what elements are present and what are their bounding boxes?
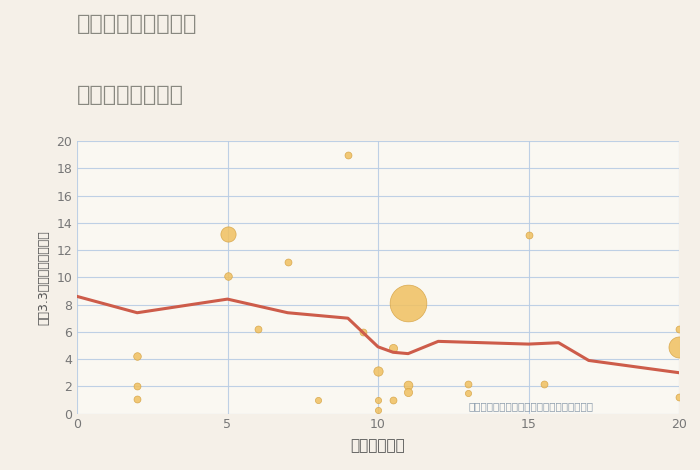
- Point: [372, 396, 384, 404]
- Text: 円の大きさは、取引のあった物件面積を示す: 円の大きさは、取引のあった物件面積を示す: [468, 401, 594, 411]
- Point: [402, 299, 414, 307]
- Point: [282, 258, 293, 266]
- Point: [222, 230, 233, 237]
- Point: [342, 151, 354, 158]
- Point: [372, 406, 384, 413]
- Point: [402, 388, 414, 396]
- Point: [222, 272, 233, 280]
- Point: [252, 325, 263, 333]
- Point: [673, 325, 685, 333]
- Y-axis label: 坪（3.3㎡）単価（万円）: 坪（3.3㎡）単価（万円）: [38, 230, 50, 325]
- Point: [312, 396, 323, 404]
- Point: [523, 231, 534, 239]
- Point: [673, 343, 685, 351]
- Point: [357, 328, 368, 336]
- Point: [132, 352, 143, 360]
- Point: [538, 380, 549, 387]
- Point: [132, 395, 143, 402]
- Point: [388, 396, 399, 404]
- Point: [132, 383, 143, 390]
- Point: [372, 368, 384, 375]
- Text: 駅距離別土地価格: 駅距離別土地価格: [77, 85, 184, 105]
- Text: 三重県伊賀市丸柱の: 三重県伊賀市丸柱の: [77, 14, 197, 34]
- X-axis label: 駅距離（分）: 駅距離（分）: [351, 439, 405, 454]
- Point: [388, 345, 399, 352]
- Point: [673, 393, 685, 401]
- Point: [463, 380, 474, 387]
- Point: [463, 389, 474, 397]
- Point: [402, 381, 414, 389]
